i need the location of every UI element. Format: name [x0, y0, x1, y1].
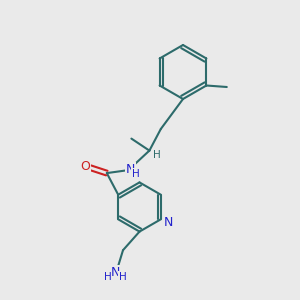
Text: N: N [126, 163, 136, 176]
Text: H: H [153, 150, 161, 160]
Text: N: N [164, 216, 173, 230]
Text: H: H [132, 169, 140, 179]
Text: O: O [80, 160, 90, 173]
Text: N: N [110, 266, 120, 279]
Text: H: H [103, 272, 111, 282]
Text: H: H [119, 272, 127, 282]
